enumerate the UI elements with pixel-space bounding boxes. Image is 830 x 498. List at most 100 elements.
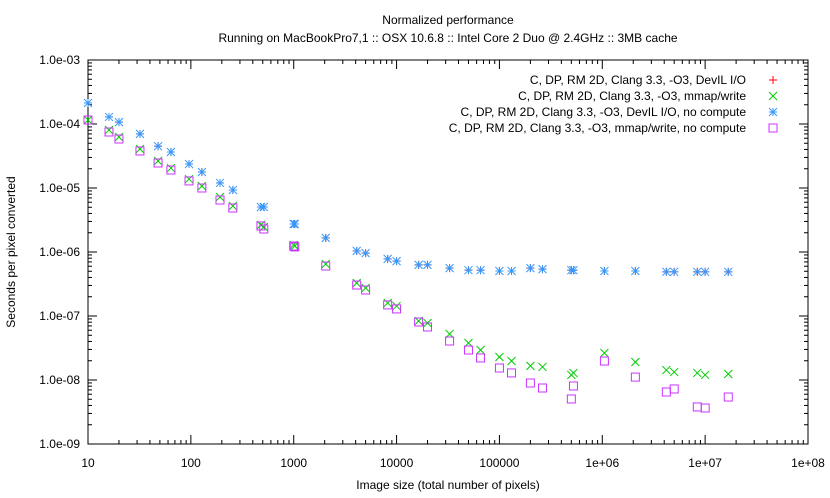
data-point — [153, 158, 163, 168]
data-point — [599, 356, 609, 366]
y-tick-label: 1.0e-06 — [39, 245, 80, 259]
y-tick-label: 1.0e-04 — [39, 117, 80, 131]
data-point — [423, 322, 433, 332]
data-point — [414, 317, 424, 327]
data-point — [83, 115, 93, 125]
data-point — [700, 403, 710, 413]
data-point — [290, 219, 300, 229]
data-point — [669, 384, 679, 394]
data-point — [507, 368, 517, 378]
data-point — [197, 167, 207, 177]
x-tick-label: 1e+08 — [791, 456, 825, 470]
data-point — [135, 144, 145, 154]
data-point — [321, 233, 331, 243]
y-tick-labels: 1.0e-09 1.0e-08 1.0e-07 1.0e-06 1.0e-05 1.0e-… — [39, 53, 80, 451]
legend-entry-label: C, DP, RM 2D, Clang 3.3, -O3, DevIL I/O,… — [461, 105, 747, 119]
data-point — [259, 202, 269, 212]
data-point — [184, 174, 194, 184]
data-point — [228, 203, 238, 213]
data-points — [83, 98, 733, 413]
data-point — [723, 392, 733, 402]
data-point — [184, 159, 194, 169]
x-tick-label: 1000 — [280, 456, 307, 470]
data-point — [445, 336, 455, 346]
data-point — [476, 345, 485, 355]
data-point — [352, 280, 362, 290]
data-point — [383, 254, 393, 264]
data-point — [630, 372, 640, 382]
data-point — [361, 283, 370, 293]
data-point — [259, 224, 269, 234]
data-point — [566, 394, 576, 404]
y-tick-label: 1.0e-09 — [39, 437, 80, 451]
data-point — [215, 178, 225, 188]
legend-marker — [768, 123, 778, 133]
data-point — [414, 260, 423, 270]
data-point — [538, 264, 547, 274]
data-point — [352, 246, 362, 256]
data-point — [104, 112, 114, 122]
data-point — [392, 256, 401, 266]
data-point — [104, 125, 114, 135]
x-tick-labels: 10 100 1000 10000 100000 1e+06 1e+07 1e+08 — [81, 456, 825, 470]
data-point — [494, 363, 504, 373]
x-tick-label: 1e+06 — [585, 456, 619, 470]
data-point — [135, 146, 145, 156]
data-point — [723, 267, 733, 277]
data-point — [600, 266, 609, 276]
y-tick-label: 1.0e-05 — [39, 181, 80, 195]
legend-marker — [769, 76, 777, 84]
legend-entry-label: C, DP, RM 2D, Clang 3.3, -O3, mmap/write… — [449, 121, 747, 135]
x-tick-label: 100 — [181, 456, 201, 470]
data-point — [538, 362, 547, 372]
data-point — [392, 304, 402, 314]
data-point — [661, 365, 671, 375]
legend-marker — [768, 107, 778, 117]
data-point — [669, 367, 679, 377]
data-point — [166, 163, 176, 173]
data-point — [669, 267, 679, 277]
data-point — [692, 402, 702, 412]
data-point — [114, 132, 124, 142]
data-point — [445, 263, 454, 273]
chart-subtitle: Running on MacBookPro7,1 :: OSX 10.6.8 :… — [218, 31, 677, 45]
chart-title: Normalized performance — [382, 13, 514, 27]
data-point — [321, 261, 331, 271]
data-point — [228, 201, 238, 211]
data-point — [215, 195, 225, 205]
data-point — [184, 176, 194, 186]
data-point — [392, 301, 401, 311]
data-point — [383, 300, 393, 310]
data-point — [700, 267, 710, 277]
data-point — [215, 192, 225, 202]
data-point — [135, 129, 145, 139]
data-point — [289, 241, 299, 251]
x-tick-label: 10000 — [380, 456, 414, 470]
x-tick-label: 100000 — [479, 456, 519, 470]
data-point — [700, 370, 710, 380]
series-4 — [83, 115, 733, 413]
data-point — [526, 361, 535, 371]
data-point — [525, 378, 535, 388]
data-point — [526, 263, 535, 273]
data-point — [463, 345, 473, 355]
x-axis-label: Image size (total number of pixels) — [356, 478, 539, 492]
y-tick-label: 1.0e-03 — [39, 53, 80, 67]
data-point — [569, 265, 578, 275]
data-point — [104, 127, 114, 137]
data-point — [464, 265, 473, 275]
data-point — [153, 156, 163, 166]
data-point — [692, 368, 702, 378]
data-point — [476, 265, 485, 275]
data-point — [495, 266, 504, 276]
data-point — [495, 352, 504, 362]
legend-entry-label: C, DP, RM 2D, Clang 3.3, -O3, mmap/write — [518, 89, 746, 103]
data-point — [537, 383, 547, 393]
data-point — [352, 278, 362, 288]
x-tick-label: 10 — [81, 456, 95, 470]
data-point — [83, 115, 93, 125]
y-tick-label: 1.0e-08 — [39, 373, 80, 387]
data-point — [507, 266, 516, 276]
legend-marker — [768, 91, 778, 101]
